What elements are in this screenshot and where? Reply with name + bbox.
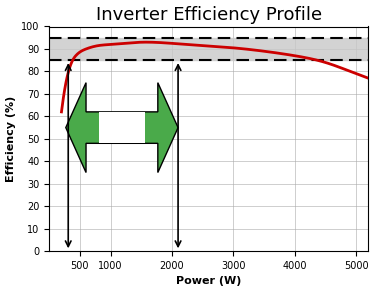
Polygon shape (99, 112, 145, 143)
Polygon shape (66, 83, 178, 173)
X-axis label: Power (W): Power (W) (176, 277, 242, 286)
Bar (49, 38, 368, 60)
Y-axis label: Efficiency (%): Efficiency (%) (6, 96, 15, 182)
Title: Inverter Efficiency Profile: Inverter Efficiency Profile (96, 6, 322, 24)
